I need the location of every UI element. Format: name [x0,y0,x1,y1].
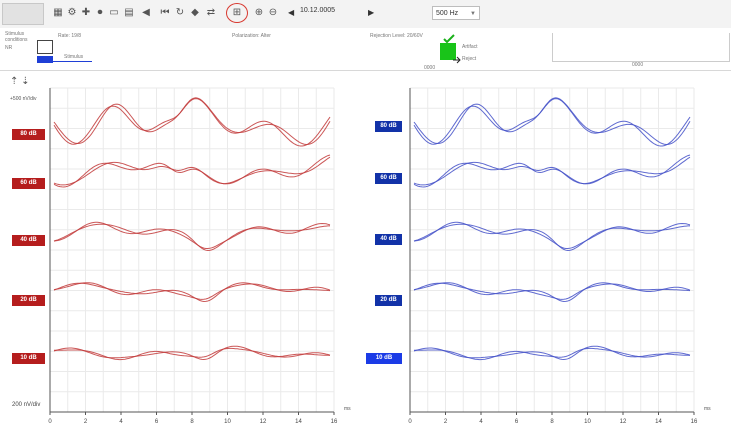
waveform-trace [413,223,690,252]
mini-frame-label: 0000 [632,62,644,68]
stim-sub-label: conditions [5,37,28,43]
waveform-trace [53,221,331,249]
left-label-3[interactable]: 40 dB [12,235,45,246]
prev-icon[interactable]: ◀ [288,8,295,17]
left-label-4[interactable]: 20 dB [12,295,45,306]
waveform-trace [53,154,331,188]
right-label-3[interactable]: 40 dB [375,234,402,245]
x-tick-label: 0 [48,419,52,425]
x-tick-label: 8 [550,419,554,425]
window-icon[interactable]: ▭ [109,7,119,18]
right-label-5[interactable]: 10 dB [366,353,402,364]
refresh-icon[interactable]: ↻ [175,7,185,18]
marker-down-icon[interactable]: ⇣ [21,76,30,87]
rate-label: Rate: 19/8 [58,33,82,39]
right-label-2[interactable]: 60 dB [375,173,402,184]
x-tick-label: 6 [155,419,159,425]
x-tick-label: 14 [295,419,302,425]
toolbar-left-block[interactable] [2,3,44,25]
right-label-4[interactable]: 20 dB [375,295,402,306]
toolbar: ▦ ⚙ ✚ ⏺ ▭ ▤ ◀ ⏮ ↻ ◆ ⇄ ⊞ ⊕ ⊖ ◀ 10.12.0005… [0,0,731,29]
waveform-trace [53,156,331,186]
side-controls: ⇡ ⇣ [10,76,30,87]
scale-label: +500 nV/div [10,96,37,102]
x-tick-label: 12 [260,419,267,425]
waveform-trace [414,347,691,361]
next-icon[interactable]: ▶ [368,8,375,17]
rate-select[interactable]: 500 Hz ▼ [432,6,480,20]
bottom-scale-label: 200 nV/div [12,402,41,408]
polarity-label: Polarization: Alter [232,33,271,39]
x-tick-label: 4 [479,419,483,425]
waveform-trace [53,223,330,252]
x-tick-label: 14 [655,419,662,425]
waveform-trace [53,282,331,303]
x-tick-label: 2 [84,419,88,425]
blue-bar-label: Stimulus [64,54,84,60]
left-label-5[interactable]: 10 dB [12,353,45,364]
waveform-trace [413,282,691,300]
chevron-down-icon: ▼ [470,11,476,17]
x-tick-label: 8 [190,419,194,425]
print-icon[interactable]: ▤ [124,7,134,18]
stim-label: Stimulus [5,31,25,37]
x-tick-label: 4 [119,419,123,425]
mini-waveform-frame [552,33,730,62]
left-panel: 0 2 4 6 8 10 12 14 16 ms [48,87,351,425]
x-tick-label: 16 [691,419,698,425]
artifact-indicator [440,43,456,60]
overlay-icon[interactable]: ⊞ [232,7,242,18]
waveform-trace [413,97,691,146]
marker-icon[interactable]: ◆ [191,7,199,18]
artifact-label: Rejection Level: 20/60V [370,33,423,39]
x-tick-label: 0 [408,419,412,425]
grid-icon[interactable]: ▦ [53,7,63,18]
waveform-trace [413,221,691,249]
overlay-highlight[interactable] [226,3,248,23]
settings-icon[interactable]: ⚙ [67,7,77,18]
right-label-1[interactable]: 80 dB [375,121,402,132]
left-label-2[interactable]: 60 dB [12,178,45,189]
x-tick-label: 10 [584,419,591,425]
waveform-graphs: 0 2 4 6 8 10 12 14 16 ms 0 2 4 6 8 10 12 14 16 ms [48,87,711,425]
date-display: 10.12.0005 [300,7,336,14]
waveform-trace [413,282,691,303]
waveform-trace [53,98,331,147]
x-tick-label: 10 [224,419,231,425]
waveform-trace [54,347,331,361]
x-tick-label: 12 [620,419,627,425]
marker-up-icon[interactable]: ⇡ [10,76,19,87]
waveform-trace [53,97,331,146]
artifact-arrow-icon [453,56,461,64]
add-icon[interactable]: ✚ [81,7,91,18]
left-label-1[interactable]: 80 dB [12,129,45,140]
check-icon [443,34,455,43]
stimulus-bar [37,56,92,63]
green-bottom-label: 0000 [424,65,436,71]
waveform-trace [413,154,691,188]
x-tick-label: 16 [331,419,338,425]
zoom-out-icon[interactable]: ⊖ [268,7,278,18]
zoom-icon[interactable]: ⊕ [254,7,264,18]
rewind-icon[interactable]: ⏮ [160,7,170,18]
record-icon[interactable]: ⏺ [97,7,103,18]
stimulus-checkbox[interactable] [37,40,53,54]
waveform-trace [53,282,331,300]
green-side-bottom: Reject [462,56,477,62]
x-unit-label: ms [344,406,351,412]
x-tick-label: 6 [515,419,519,425]
waveform-trace [413,345,691,361]
green-side-top: Artifact [462,44,478,50]
stim-box-label: NR [5,45,13,51]
x-unit-label: ms [704,406,711,412]
right-panel: 0 2 4 6 8 10 12 14 16 ms [408,87,711,425]
back-icon[interactable]: ◀ [142,7,150,18]
waveform-trace [53,345,331,361]
rate-select-value: 500 Hz [436,10,459,17]
x-tick-label: 2 [444,419,448,425]
waveform-trace [413,98,691,147]
waveform-trace [413,156,691,186]
compare-icon[interactable]: ⇄ [206,7,216,18]
info-bar: Stimulus conditions Rate: 19/8 Polarizat… [0,28,731,71]
